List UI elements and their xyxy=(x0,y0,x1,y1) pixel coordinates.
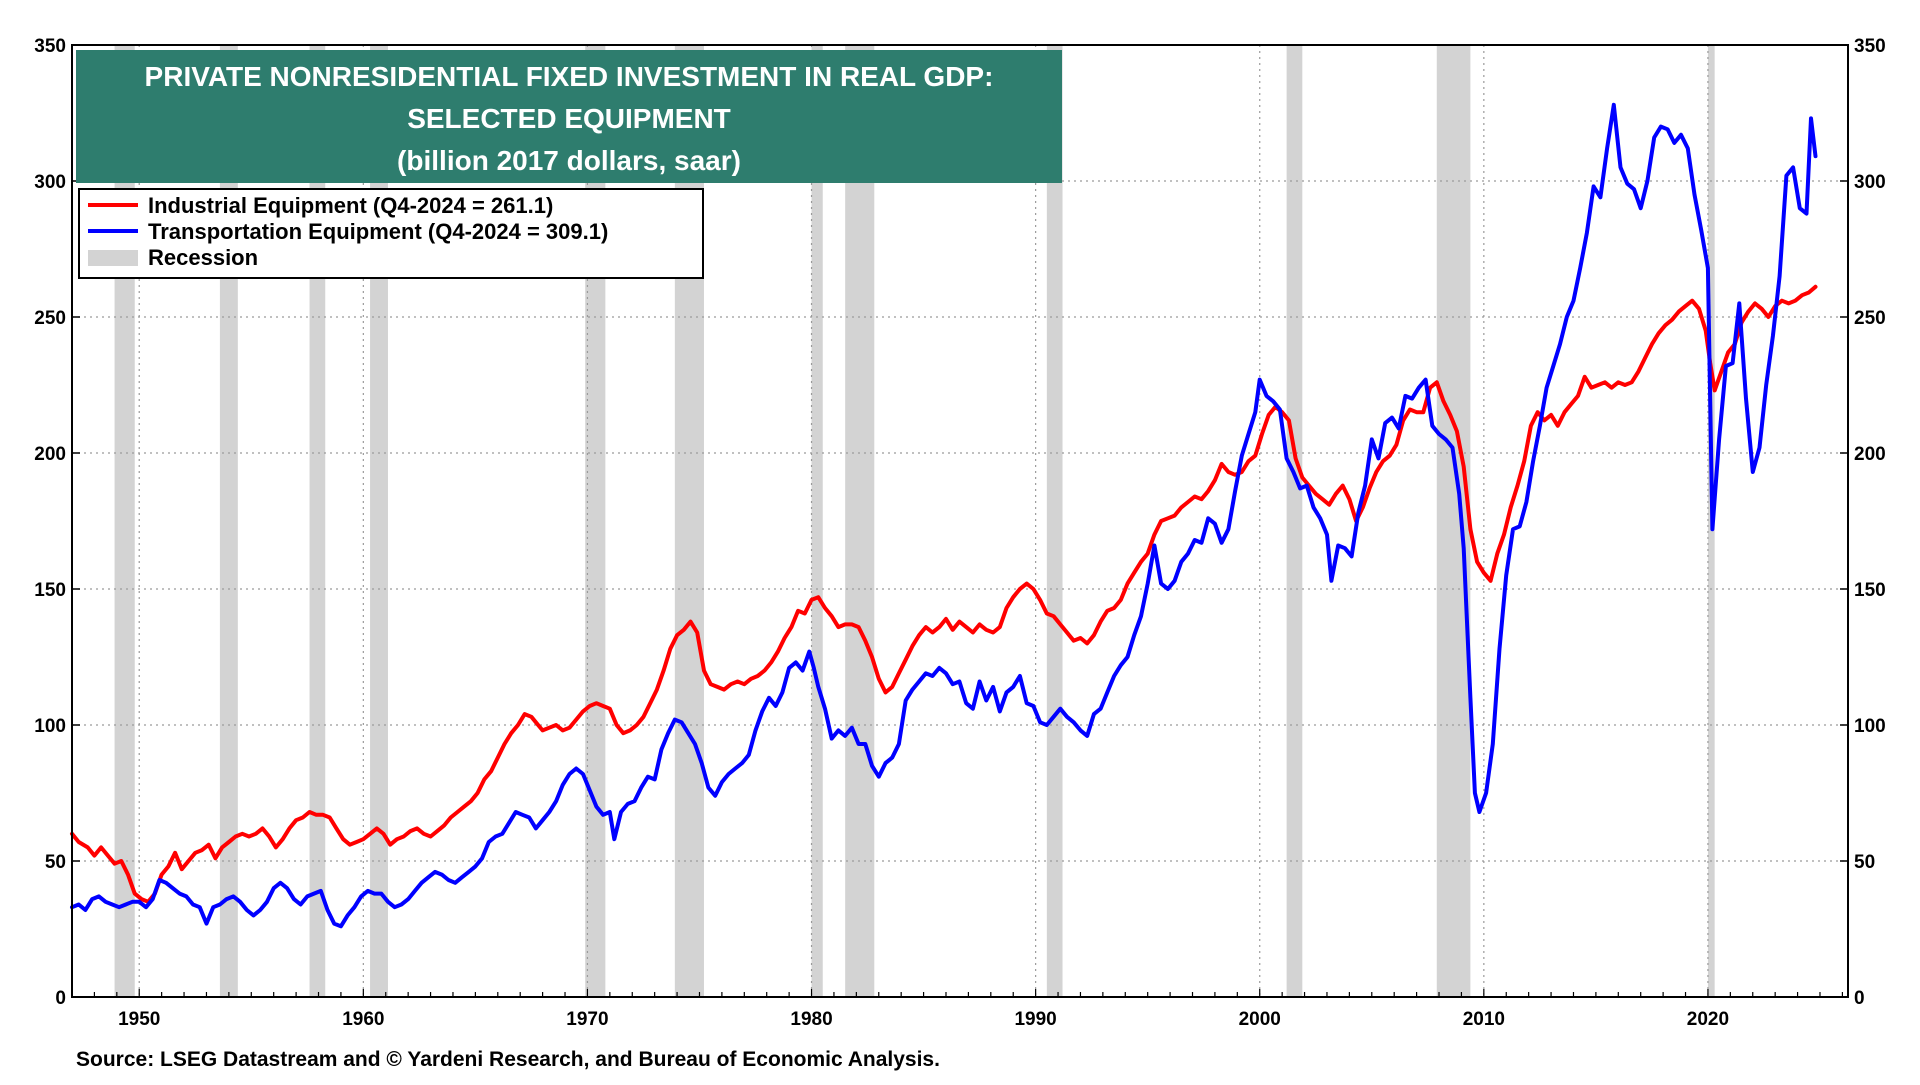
y-tick-label-right: 0 xyxy=(1854,988,1865,1009)
recession-band xyxy=(370,45,388,997)
legend-label-recession: Recession xyxy=(148,245,258,270)
y-tick-label-left: 0 xyxy=(55,988,66,1009)
recession-band xyxy=(219,45,238,997)
y-tick-label-right: 50 xyxy=(1854,852,1875,873)
y-tick-label-right: 250 xyxy=(1854,308,1886,329)
recession-band xyxy=(585,45,606,997)
x-tick-label: 1970 xyxy=(566,1009,608,1030)
y-tick-label-right: 150 xyxy=(1854,580,1886,601)
y-tick-label-left: 150 xyxy=(34,580,66,601)
recession-band xyxy=(114,45,135,997)
recession-band xyxy=(674,45,704,997)
legend-swatch-recession xyxy=(88,250,138,266)
y-tick-label-left: 300 xyxy=(34,172,66,193)
source-note: Source: LSEG Datastream and © Yardeni Re… xyxy=(76,1048,940,1071)
x-tick-label: 2010 xyxy=(1463,1009,1505,1030)
x-tick-label: 1990 xyxy=(1014,1009,1056,1030)
chart-subtitle: SELECTED EQUIPMENT xyxy=(407,103,731,134)
series-line-transportation-equipment xyxy=(70,102,1818,929)
y-tick-label-right: 100 xyxy=(1854,716,1886,737)
y-tick-label-right: 300 xyxy=(1854,172,1886,193)
legend-box xyxy=(78,188,704,279)
recession-band xyxy=(1286,45,1303,997)
recession-band xyxy=(309,45,326,997)
y-tick-label-right: 200 xyxy=(1854,444,1886,465)
recession-band xyxy=(1436,45,1471,997)
y-tick-label-left: 350 xyxy=(34,36,66,57)
y-tick-label-left: 250 xyxy=(34,308,66,329)
y-tick-label-right: 350 xyxy=(1854,36,1886,57)
y-tick-label-left: 200 xyxy=(34,444,66,465)
x-tick-label: 2000 xyxy=(1239,1009,1281,1030)
recession-band xyxy=(811,45,823,997)
legend-label-industrial: Industrial Equipment (Q4-2024 = 261.1) xyxy=(148,193,553,218)
recession-band xyxy=(1046,45,1063,997)
y-tick-label-left: 50 xyxy=(45,852,66,873)
recession-band xyxy=(845,45,875,997)
title-background xyxy=(76,50,1062,183)
x-tick-label: 1980 xyxy=(790,1009,832,1030)
legend-label-transportation: Transportation Equipment (Q4-2024 = 309.… xyxy=(148,219,608,244)
chart-title: PRIVATE NONRESIDENTIAL FIXED INVESTMENT … xyxy=(145,61,994,92)
x-tick-label: 2020 xyxy=(1687,1009,1729,1030)
title-box: PRIVATE NONRESIDENTIAL FIXED INVESTMENT … xyxy=(76,50,1062,183)
legend: Industrial Equipment (Q4-2024 = 261.1) T… xyxy=(78,188,704,279)
series-lines xyxy=(70,102,1818,929)
x-tick-label: 1950 xyxy=(118,1009,160,1030)
plot-frame xyxy=(71,44,1849,998)
gridlines xyxy=(72,45,1848,997)
axes: 0 0 50 50 100 100 150 150 200 200 250 250 300 300 350 3… xyxy=(34,36,1885,1030)
chart-units-note: (billion 2017 dollars, saar) xyxy=(397,145,741,176)
y-tick-label-left: 100 xyxy=(34,716,66,737)
x-tick-label: 1960 xyxy=(342,1009,384,1030)
series-line-industrial-equipment xyxy=(70,284,1818,904)
